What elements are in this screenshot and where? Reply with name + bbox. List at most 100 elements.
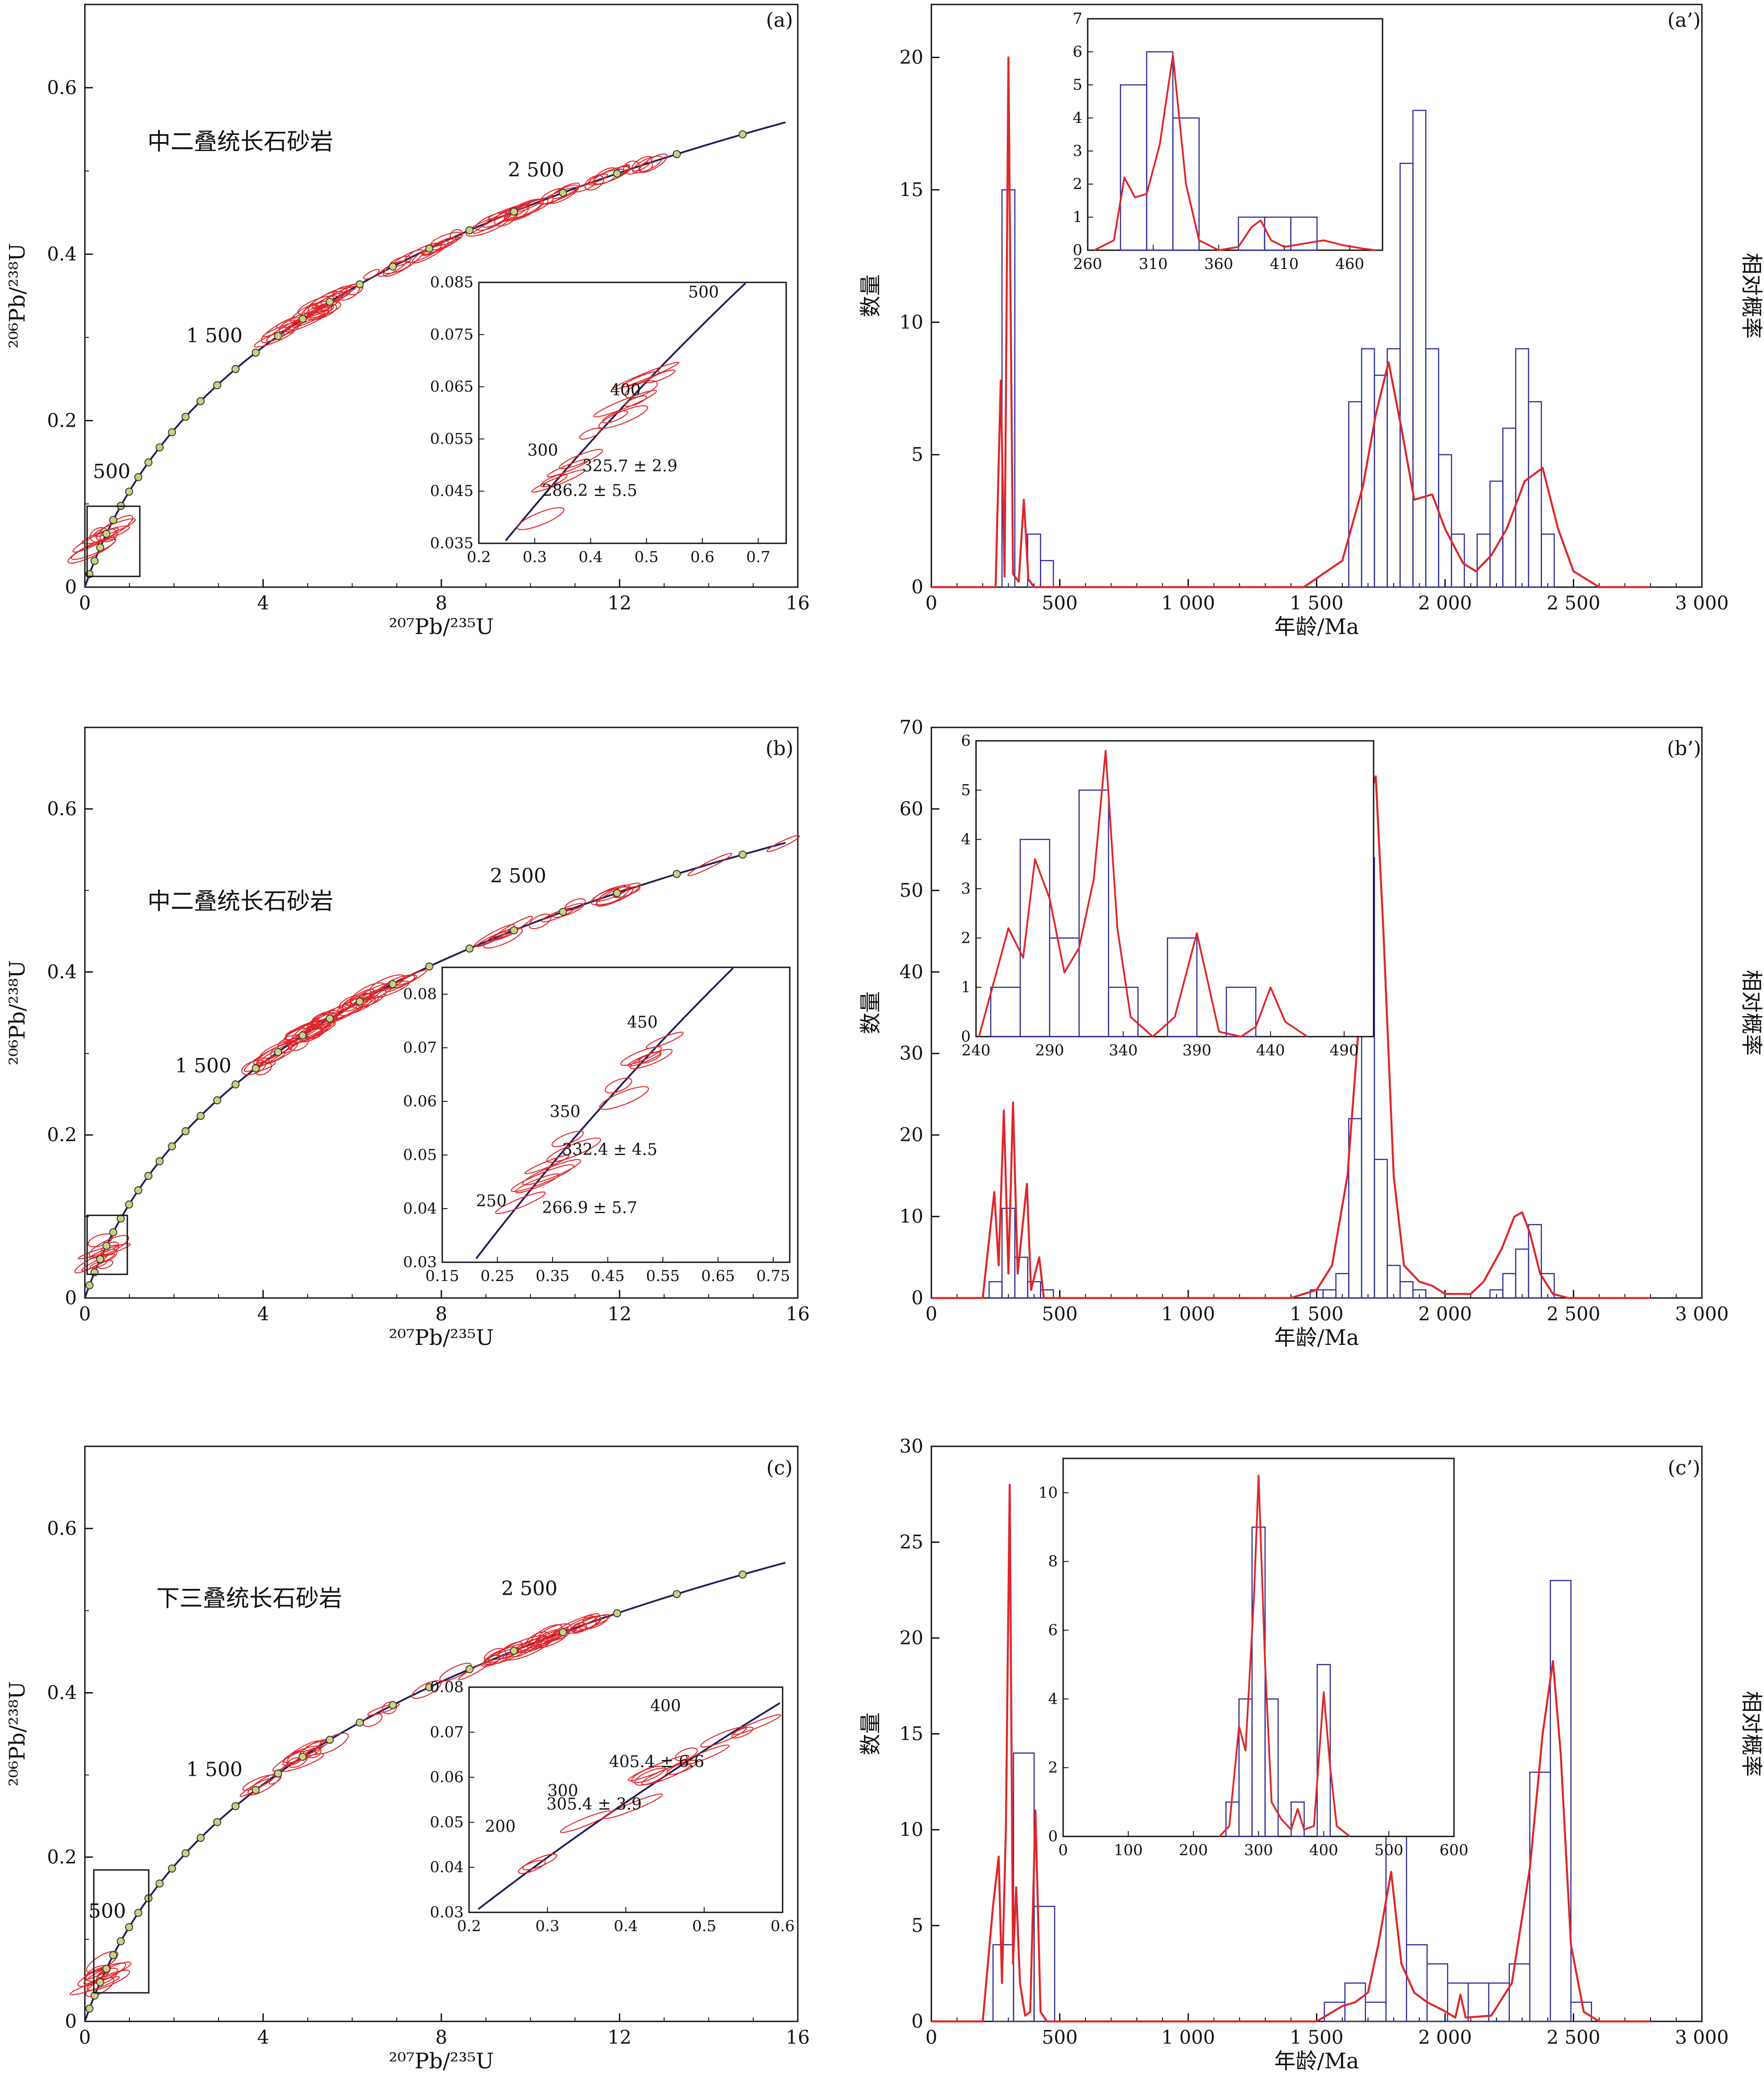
inset-data-ellipse bbox=[560, 1810, 612, 1833]
inset-y-tick-label: 0.035 bbox=[430, 534, 473, 552]
inset-histogram-bar bbox=[1291, 1801, 1305, 1837]
inset-x-tick-label: 300 bbox=[1244, 1841, 1273, 1859]
x-axis-label: 年龄/Ma bbox=[1274, 1325, 1359, 1350]
inset-x-tick-label: 0.4 bbox=[578, 548, 603, 566]
age-marker bbox=[168, 428, 176, 437]
inset-y-tick-label: 1 bbox=[961, 979, 971, 996]
zoom-box bbox=[93, 1869, 150, 1994]
inset-y-tick-label: 0.065 bbox=[430, 378, 473, 396]
age-marker bbox=[356, 1718, 364, 1727]
age-marker bbox=[155, 1157, 164, 1165]
x-axis-label: 年龄/Ma bbox=[1274, 614, 1359, 639]
histogram-bar bbox=[1508, 1963, 1530, 2022]
histogram-bar bbox=[1399, 1281, 1414, 1299]
data-ellipse bbox=[315, 286, 357, 307]
data-ellipse bbox=[538, 1623, 572, 1642]
inset-y-tick-label: 0 bbox=[1073, 241, 1082, 259]
y2-axis-label: 相对概率 bbox=[1739, 970, 1764, 1055]
x-axis-label: 年龄/Ma bbox=[1274, 2049, 1359, 2074]
inset-data-ellipse bbox=[524, 1155, 570, 1174]
histogram-bar bbox=[1361, 348, 1375, 588]
data-ellipse bbox=[411, 1680, 442, 1699]
data-ellipse bbox=[384, 975, 415, 989]
inset-x-tick-label: 0.35 bbox=[536, 1267, 570, 1285]
data-ellipse bbox=[528, 913, 552, 929]
age-marker bbox=[144, 458, 153, 466]
inset-data-ellipse bbox=[546, 1137, 601, 1163]
inset-y-tick-label: 0.03 bbox=[403, 1253, 437, 1271]
age-marker bbox=[425, 244, 433, 253]
inset-y-tick-label: 5 bbox=[961, 781, 971, 799]
age-marker bbox=[298, 1031, 307, 1040]
data-ellipse bbox=[363, 269, 380, 280]
inset-data-ellipse bbox=[546, 458, 590, 478]
age-marker bbox=[673, 150, 681, 158]
x-tick-label: 2 500 bbox=[1546, 592, 1600, 614]
inset-y-tick-label: 0 bbox=[1048, 1827, 1058, 1845]
inset-data-ellipse bbox=[675, 1747, 698, 1761]
histogram-bar bbox=[1489, 480, 1504, 588]
y2-axis-label: 相对概率 bbox=[1739, 1691, 1764, 1777]
inset-x-tick-label: 360 bbox=[1204, 255, 1233, 273]
inset-histogram-bar bbox=[1264, 1698, 1279, 1837]
x-tick-label: 500 bbox=[1042, 592, 1077, 614]
inset-data-ellipse bbox=[598, 405, 649, 429]
kde-curve bbox=[931, 1483, 1651, 2023]
data-ellipse bbox=[541, 907, 575, 923]
histogram-bar bbox=[1515, 1248, 1529, 1299]
age-label: 500 bbox=[88, 1900, 126, 1923]
inset-x-tick-label: 310 bbox=[1139, 255, 1168, 273]
inset-data-ellipse bbox=[612, 361, 680, 390]
age-marker bbox=[85, 2004, 94, 2013]
data-ellipse bbox=[439, 1663, 472, 1682]
inset-y-tick-label: 0 bbox=[961, 1028, 971, 1046]
inset-age-label: 500 bbox=[688, 283, 719, 302]
inset-x-tick-label: 0.6 bbox=[690, 548, 714, 566]
inset-x-tick-label: 410 bbox=[1270, 255, 1299, 273]
data-ellipse bbox=[473, 924, 515, 947]
inset-y-tick-label: 6 bbox=[1048, 1622, 1058, 1639]
inset-data-ellipse bbox=[522, 1853, 557, 1870]
data-ellipse bbox=[272, 1751, 305, 1772]
data-ellipse bbox=[290, 1012, 338, 1043]
age-marker bbox=[298, 1752, 307, 1761]
age-marker bbox=[181, 412, 190, 421]
x-tick-label: 0 bbox=[79, 2026, 91, 2048]
age-marker bbox=[389, 980, 397, 988]
inset-concordia-curve bbox=[475, 967, 734, 1259]
age-marker bbox=[251, 1064, 260, 1073]
data-ellipse bbox=[584, 175, 604, 191]
age-marker bbox=[125, 1200, 134, 1209]
inset-x-tick-label: 0.75 bbox=[756, 1267, 790, 1285]
inset-data-ellipse bbox=[579, 428, 602, 440]
y-tick-label: 0 bbox=[911, 576, 923, 598]
age-marker bbox=[109, 1228, 117, 1236]
x-tick-label: 16 bbox=[786, 592, 809, 614]
panel-label: (b’) bbox=[1667, 737, 1701, 760]
data-ellipse bbox=[339, 995, 361, 1010]
age-label: 2 500 bbox=[490, 865, 546, 887]
histogram-bar bbox=[1528, 401, 1542, 588]
data-ellipse bbox=[475, 212, 509, 231]
age-marker bbox=[613, 889, 621, 897]
age-marker bbox=[155, 443, 164, 452]
y-tick-label: 0 bbox=[65, 1287, 77, 1309]
inset-x-tick-label: 0.5 bbox=[692, 1917, 716, 1935]
inset-x-tick-label: 0.7 bbox=[746, 548, 770, 566]
y-tick-label: 25 bbox=[900, 1531, 923, 1553]
inset-data-ellipse bbox=[604, 1077, 633, 1094]
y-tick-label: 0 bbox=[911, 1287, 923, 1309]
inset-histogram-bar bbox=[1290, 216, 1318, 251]
inset-data-ellipse bbox=[511, 1164, 574, 1192]
data-ellipse bbox=[77, 1962, 126, 1987]
x-tick-label: 12 bbox=[608, 2026, 631, 2048]
data-ellipse bbox=[242, 1774, 275, 1791]
inset-y-tick-label: 2 bbox=[1073, 175, 1082, 193]
inset-weighted-age: 325.7 ± 2.9 bbox=[582, 457, 677, 475]
data-ellipse bbox=[476, 931, 507, 947]
inset-x-tick-label: 0.2 bbox=[457, 1917, 481, 1935]
x-tick-label: 0 bbox=[79, 592, 91, 614]
y-tick-label: 0 bbox=[911, 2010, 923, 2032]
histogram-bar bbox=[989, 1281, 1003, 1299]
data-ellipse bbox=[72, 527, 119, 553]
